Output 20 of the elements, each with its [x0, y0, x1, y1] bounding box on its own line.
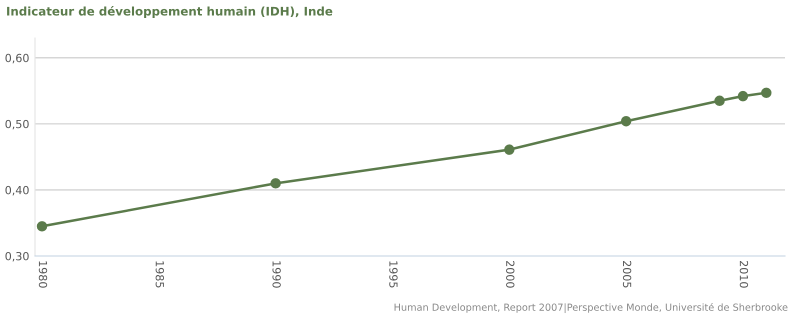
point: [36, 221, 48, 232]
x-tick-label: 1980: [38, 261, 48, 288]
x-tick-label: 2000: [506, 260, 514, 288]
x-tick-label: 2005: [622, 260, 632, 288]
point: [714, 96, 725, 106]
x-tick-label: 1995: [389, 261, 398, 288]
point: [620, 116, 632, 126]
x-tick-label: 1990: [272, 261, 281, 288]
point: [504, 144, 515, 155]
x-tick-label: 2010: [740, 260, 748, 288]
point: [270, 178, 281, 189]
y-tick-label: 0,40: [5, 186, 29, 196]
x-tick-label: 1985: [156, 261, 164, 288]
chart-title: Indicateur de développement humain (IDH), Inde: [7, 6, 332, 18]
y-tick-label: 0,60: [5, 54, 29, 64]
y-tick-label: 0,30: [5, 252, 29, 262]
point: [761, 88, 772, 98]
point: [738, 90, 748, 102]
y-tick-label: 0,50: [5, 120, 29, 130]
text: Human Development, Report 2007|Perspective Monde, Université de Sherbrooke: [394, 302, 788, 314]
